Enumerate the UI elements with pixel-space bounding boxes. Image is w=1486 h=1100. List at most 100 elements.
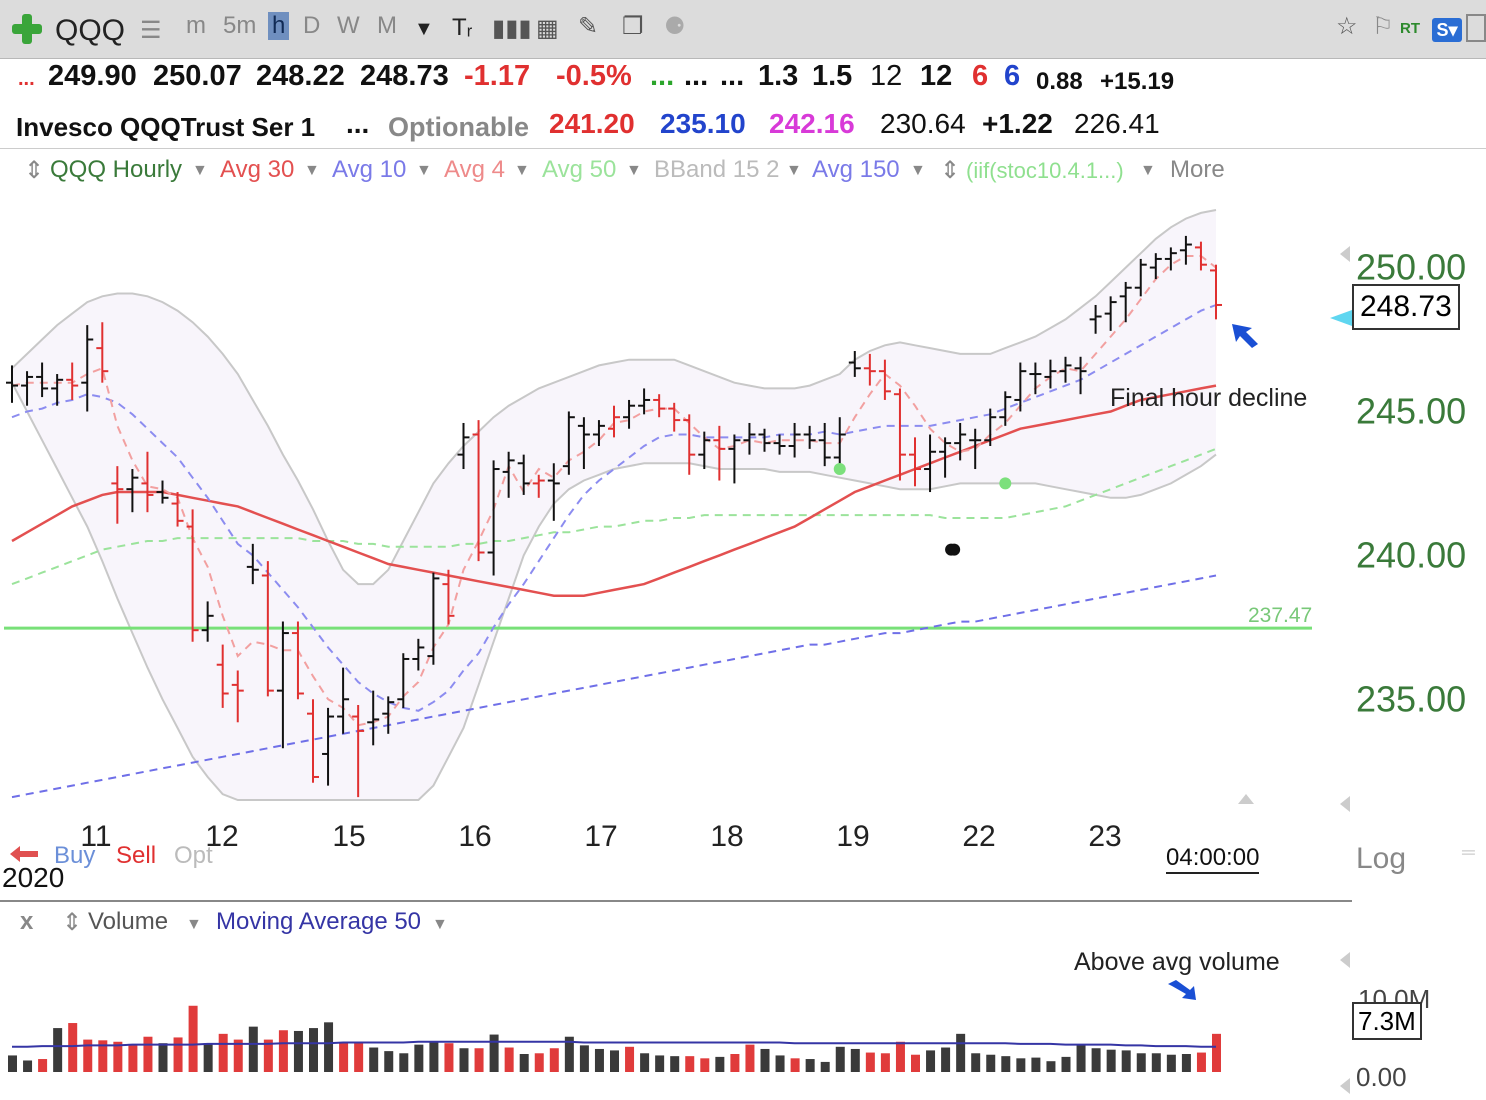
volume-bar	[444, 1043, 454, 1072]
price-chart[interactable]: 250.00 245.00 240.00 235.00 11 12 15 16 17 18 19 2…	[0, 190, 1486, 902]
ohlc-bar	[96, 322, 109, 383]
list-icon[interactable]: ☰	[140, 17, 162, 44]
ohlc-bar	[698, 431, 711, 470]
legend-avg10[interactable]: Avg 10	[332, 156, 407, 183]
star-icon[interactable]: ☆	[1336, 13, 1358, 40]
window-icon[interactable]	[1466, 14, 1486, 42]
quote-v5: 6	[972, 60, 989, 92]
interval-h[interactable]: h	[268, 12, 290, 40]
ma50-label[interactable]: Moving Average 50	[216, 908, 422, 935]
volume-bar	[835, 1046, 845, 1072]
legend-stoc[interactable]: (iif(stoc10.4.1...)	[966, 158, 1124, 183]
chevron-down-icon[interactable]: ▼	[186, 916, 202, 933]
legend-avg50[interactable]: Avg 50	[542, 156, 617, 183]
quote-dots: ...	[18, 68, 35, 90]
volume-bar	[158, 1043, 168, 1072]
chevron-down-icon[interactable]: ▼	[192, 162, 208, 179]
legend-more[interactable]: More	[1170, 156, 1225, 183]
ohlc-bar	[1104, 296, 1117, 331]
volume-bar	[579, 1045, 589, 1072]
blue-arrow-icon	[1232, 324, 1258, 348]
quote-dots-green: ...	[650, 60, 675, 92]
scroll-left-icon-4	[1340, 1078, 1350, 1094]
volume-bar	[880, 1053, 890, 1072]
legend-avg30[interactable]: Avg 30	[220, 156, 295, 183]
interval-w[interactable]: W	[337, 12, 360, 39]
divider	[0, 148, 1486, 149]
x-tick-label: 19	[836, 820, 869, 853]
volume-bar	[233, 1039, 243, 1072]
volume-bar	[278, 1030, 288, 1072]
volume-bar	[730, 1054, 740, 1072]
cyan-marker-icon	[1330, 310, 1352, 326]
opt-button[interactable]: Opt	[174, 842, 213, 869]
chevron-down-icon[interactable]: ▼	[416, 162, 432, 179]
volume-bar	[1106, 1049, 1116, 1072]
volume-label[interactable]: Volume	[88, 908, 169, 935]
quote-v2: 1.5	[812, 60, 853, 92]
dropdown-arrow-icon[interactable]: ▼	[414, 18, 434, 40]
volume-bar	[369, 1047, 379, 1072]
ohlc-bar	[1119, 281, 1132, 323]
s-button-icon[interactable]: S▾	[1432, 18, 1462, 42]
move-handle-icon[interactable]: ⇕	[940, 157, 961, 184]
move-handle-icon[interactable]: ⇕	[62, 909, 83, 936]
flag-icon[interactable]: ⚐	[1372, 13, 1394, 40]
chevron-down-icon[interactable]: ▼	[432, 916, 448, 933]
volume-bar	[293, 1030, 303, 1072]
move-handle-icon[interactable]: ⇕	[24, 157, 45, 184]
ohlc-bar	[728, 434, 741, 484]
avg50-line	[11, 447, 1217, 586]
legend-avg150[interactable]: Avg 150	[812, 156, 900, 183]
ohlc-bar	[156, 480, 169, 504]
volume-bar	[53, 1028, 63, 1072]
black-signal-dot	[948, 543, 961, 556]
volume-bar	[1151, 1053, 1161, 1072]
legend-avg4[interactable]: Avg 4	[444, 156, 505, 183]
rt-label[interactable]: RT	[1400, 20, 1420, 37]
legend-series[interactable]: QQQ Hourly	[50, 156, 183, 183]
interval-m[interactable]: m	[186, 12, 206, 39]
bar-chart-icon[interactable]: ▮▮▮	[492, 15, 532, 42]
chevron-down-icon[interactable]: ▼	[626, 162, 642, 179]
interval-5m[interactable]: 5m	[223, 12, 257, 39]
volume-bar	[519, 1054, 529, 1072]
interval-m-monthly[interactable]: M	[377, 12, 397, 39]
chevron-down-icon[interactable]: ▼	[514, 162, 530, 179]
legend-bband[interactable]: BBand 15 2	[654, 156, 780, 183]
page-icon[interactable]: ❐	[622, 13, 644, 40]
volume-bar	[384, 1051, 394, 1072]
ohlc-bar	[517, 454, 530, 495]
volume-bar	[399, 1053, 409, 1072]
volume-chart[interactable]: Above avg volume 10.0M 0.00	[0, 900, 1486, 1100]
trade-arrows-icon[interactable]	[8, 842, 40, 866]
text-tool-icon[interactable]: Tᵣ	[452, 14, 473, 41]
ohlc-bar	[1179, 235, 1192, 265]
volume-tick-bottom: 0.00	[1356, 1062, 1407, 1092]
sell-button[interactable]: Sell	[116, 842, 157, 869]
table-icon[interactable]: ▦	[536, 15, 559, 42]
ohlc-bar	[457, 422, 470, 470]
add-symbol-icon[interactable]	[12, 14, 42, 44]
interval-d[interactable]: D	[303, 12, 321, 39]
ohlc-bar	[773, 434, 786, 455]
chevron-down-icon[interactable]: ▼	[304, 162, 320, 179]
share-icon[interactable]: ⚈	[664, 13, 686, 40]
ohlc-bar	[608, 405, 620, 438]
chevron-down-icon[interactable]: ▼	[1140, 162, 1156, 179]
ohlc-bar	[51, 374, 64, 406]
buy-button[interactable]: Buy	[54, 842, 96, 869]
log-scale-toggle[interactable]: Log	[1356, 842, 1407, 875]
close-pane-button[interactable]: x	[20, 908, 34, 935]
volume-bar	[564, 1036, 574, 1072]
chevron-down-icon[interactable]: ▼	[786, 162, 802, 179]
volume-bar	[986, 1054, 996, 1072]
ohlc-bar	[878, 359, 891, 400]
pane-separator[interactable]	[0, 900, 1352, 902]
pencil-icon[interactable]: ✎	[578, 13, 599, 40]
ohlc-bar	[833, 417, 846, 472]
symbol-label[interactable]: QQQ	[55, 14, 126, 47]
menu-icon[interactable]: ═	[1462, 842, 1475, 862]
ohlc-bar	[276, 621, 289, 749]
chevron-down-icon[interactable]: ▼	[910, 162, 926, 179]
